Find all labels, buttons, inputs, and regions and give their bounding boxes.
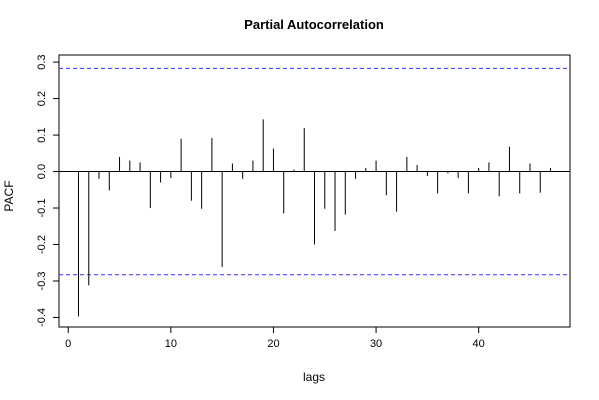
y-axis-label: PACF xyxy=(2,180,16,211)
plot-frame xyxy=(58,54,571,328)
x-tick-label: 40 xyxy=(473,338,485,350)
x-axis-label: lags xyxy=(303,370,325,384)
x-tick-label: 20 xyxy=(267,338,279,350)
x-tick-label: 10 xyxy=(165,338,177,350)
x-tick-label: 30 xyxy=(370,338,382,350)
y-tick-label: -0.3 xyxy=(36,271,48,290)
plot-area: 0 10 20 30 40 -0.4 -0.3 -0.2 -0.1 0.0 0.1 0.2 0.3 xyxy=(36,54,571,350)
y-tick-label: -0.1 xyxy=(36,199,48,218)
y-tick-label: 0.1 xyxy=(36,127,48,142)
chart-title: Partial Autocorrelation xyxy=(244,17,384,32)
y-tick-label: -0.2 xyxy=(36,235,48,254)
y-tick-label: 0.2 xyxy=(36,91,48,106)
y-tick-label: 0.0 xyxy=(36,164,48,179)
y-tick-label: -0.4 xyxy=(36,308,48,327)
x-tick-label: 0 xyxy=(65,338,71,350)
y-tick-label: 0.3 xyxy=(36,54,48,69)
